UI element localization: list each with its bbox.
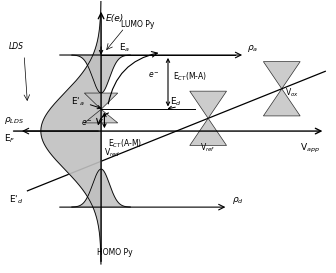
Polygon shape [72, 169, 130, 207]
Text: HOMO Py: HOMO Py [97, 248, 132, 257]
Text: V$_{red}$: V$_{red}$ [104, 146, 121, 159]
Text: e$^-$: e$^-$ [148, 71, 160, 80]
Text: E$_d$: E$_d$ [170, 96, 181, 108]
Text: $\rho_a$: $\rho_a$ [247, 43, 258, 54]
Polygon shape [263, 62, 300, 89]
Polygon shape [72, 55, 130, 93]
Polygon shape [84, 109, 118, 123]
Text: E$_a$: E$_a$ [120, 41, 131, 54]
Text: E'$_a$: E'$_a$ [71, 96, 85, 108]
Text: LUMO Py: LUMO Py [121, 20, 155, 29]
Polygon shape [84, 93, 118, 109]
Polygon shape [190, 118, 226, 146]
Text: E'$_d$: E'$_d$ [9, 193, 24, 206]
Text: V$_{ref}$: V$_{ref}$ [201, 142, 216, 155]
Text: E$_F$: E$_F$ [4, 132, 15, 145]
Text: V$_{app}$: V$_{app}$ [300, 142, 320, 155]
Text: LDS: LDS [9, 42, 24, 51]
Text: E$_{CT}$(M-A): E$_{CT}$(M-A) [173, 70, 207, 83]
Text: $\rho_{LDS}$: $\rho_{LDS}$ [4, 115, 24, 126]
Text: E$_{CT}$(A-M): E$_{CT}$(A-M) [108, 138, 142, 150]
Text: V$_{ox}$: V$_{ox}$ [285, 87, 299, 99]
Text: e$^-$: e$^-$ [81, 118, 93, 128]
Text: $\rho_d$: $\rho_d$ [232, 195, 243, 206]
Polygon shape [41, 0, 101, 264]
Polygon shape [263, 89, 300, 116]
Polygon shape [190, 91, 226, 118]
Text: E(e): E(e) [106, 14, 124, 23]
